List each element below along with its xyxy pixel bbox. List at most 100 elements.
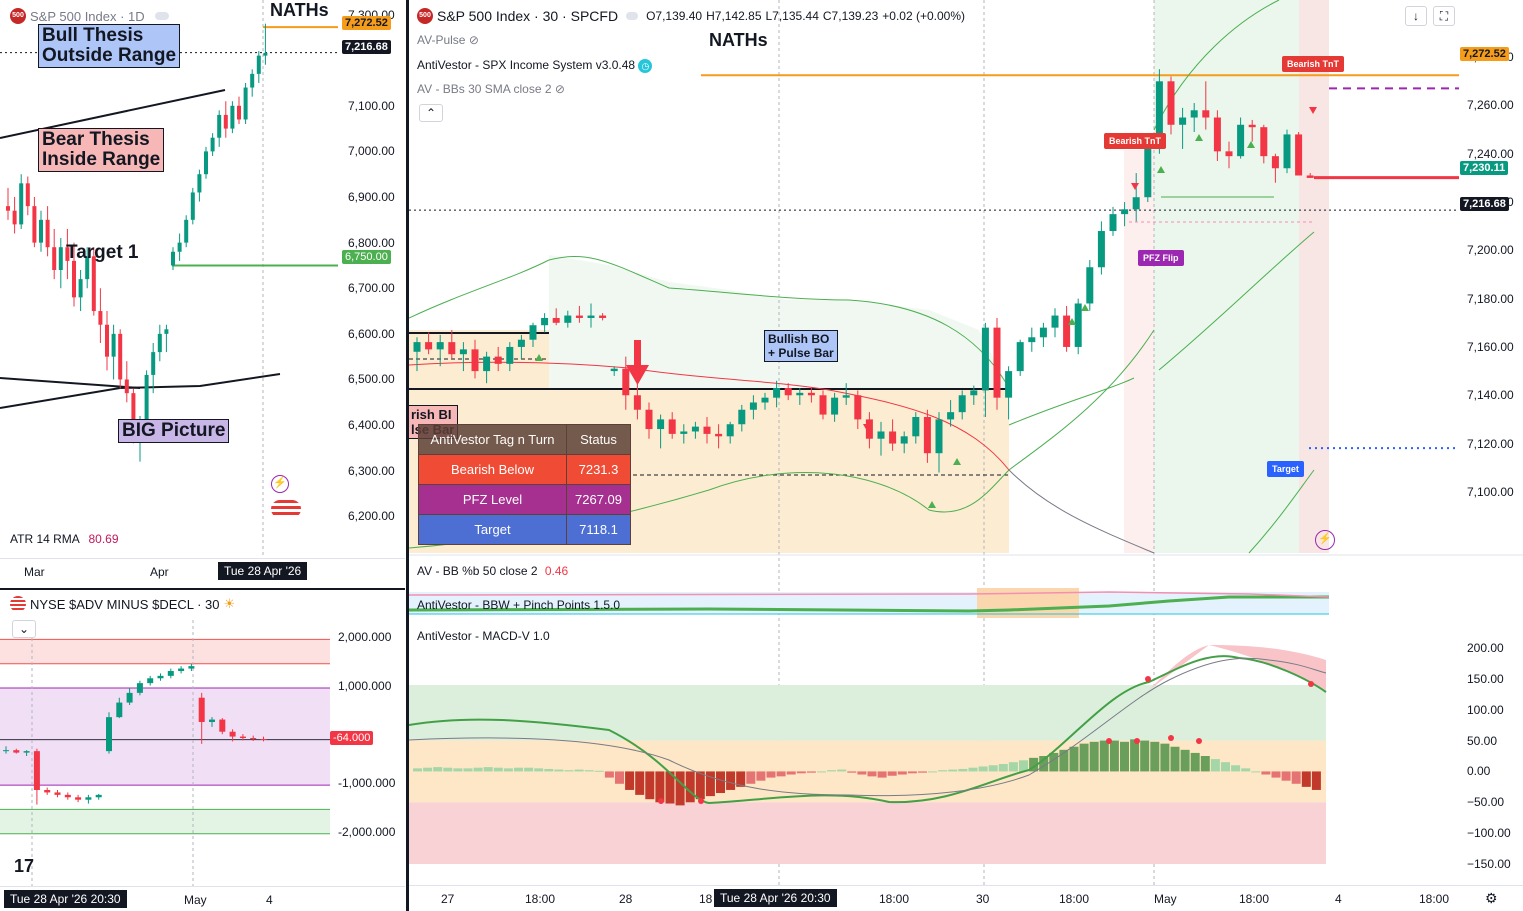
breadth-tick: 1,000.000: [338, 679, 392, 693]
left-chart-title: S&P 500 Index · 1D: [30, 8, 145, 24]
main-last-price-label: 7,216.68: [1460, 197, 1509, 211]
collapse-indicators-button[interactable]: ⌃: [419, 104, 443, 122]
indicator-macd[interactable]: AntiVestor - MACD-V 1.0: [417, 629, 550, 643]
bbw-label: AntiVestor - BBW + Pinch Points 1.5.0: [417, 598, 621, 612]
breadth-candle: [75, 797, 82, 800]
macd-bar: [1200, 756, 1210, 772]
macd-bull-zone: [409, 685, 1326, 741]
daily-candle: [230, 105, 235, 129]
breadth-candle: [44, 790, 51, 793]
vertical-divider[interactable]: [406, 0, 409, 911]
main-candle: [807, 392, 815, 396]
main-time-axis[interactable]: 27 18:00 28 18 18:00 30 18:00 May 18:00 4 18:00 Tue…: [409, 885, 1523, 911]
breadth-chart-header[interactable]: NYSE $ADV MINUS $DECL · 30 ☀: [10, 596, 235, 612]
indicator-spx-income[interactable]: AntiVestor - SPX Income System v3.0.48 ◷: [417, 58, 653, 73]
daily-candle: [210, 137, 215, 152]
main-candle: [610, 368, 618, 372]
trendline-upper: [0, 89, 226, 139]
daily-candle: [19, 183, 24, 225]
main-candle: [622, 368, 630, 396]
left-time-axis[interactable]: Mar Apr Tue 28 Apr '26: [0, 558, 405, 583]
bb-percent-label: AV - BB %b 50 close 2: [417, 564, 538, 578]
bb-mid-3: [1158, 231, 1315, 371]
breadth-time-axis[interactable]: Tue 28 Apr '26 20:30 May 4: [0, 886, 405, 911]
atr-indicator[interactable]: ATR 14 RMA 80.69: [10, 532, 119, 546]
breadth-candle: [157, 675, 164, 679]
macd-bar: [1261, 771, 1271, 775]
main-candle: [587, 315, 595, 318]
fullscreen-button[interactable]: ⛶: [1433, 6, 1455, 26]
left-naths-price-label: 7,272.52: [342, 16, 391, 30]
indicator-bbw[interactable]: AntiVestor - BBW + Pinch Points 1.5.0: [417, 598, 620, 612]
main-candle: [923, 416, 931, 454]
breadth-time-cursor: Tue 28 Apr '26 20:30: [4, 890, 127, 908]
daily-candle: [197, 174, 202, 193]
bb-lower-2: [1248, 469, 1315, 554]
oversold-zone: [0, 809, 330, 834]
ohlc-close: C7,139.23: [822, 9, 879, 23]
macd-bar: [1069, 746, 1079, 772]
hidden-eye-icon[interactable]: ⊘: [468, 33, 479, 47]
macd-bar: [1180, 749, 1190, 772]
indicator-av-pulse[interactable]: AV-Pulse ⊘: [417, 33, 479, 47]
hidden-eye-icon-2[interactable]: ⊘: [554, 82, 565, 96]
macd-bar: [1210, 759, 1220, 772]
left-time-mar: Mar: [24, 565, 45, 579]
macd-bar: [413, 768, 422, 772]
macd-high-fill: [1149, 645, 1326, 690]
main-price-tick: 7,140.00: [1467, 388, 1514, 403]
table-row-target-name: Target: [418, 514, 567, 545]
main-price-chart[interactable]: [409, 0, 1523, 911]
signal-marker: [1131, 183, 1139, 190]
eye-icon[interactable]: [154, 12, 169, 20]
macd-tick: 0.00: [1467, 764, 1491, 779]
atr-value: 80.69: [88, 532, 119, 546]
indicator-bbs[interactable]: AV - BBs 30 SMA close 2 ⊘: [417, 82, 565, 96]
breadth-candle: [136, 683, 143, 693]
lightning-main-icon[interactable]: ⚡: [1315, 530, 1335, 550]
daily-candle: [217, 114, 222, 138]
macd-bar: [1039, 756, 1049, 772]
us-flag-icon[interactable]: [271, 500, 301, 518]
macd-bar: [453, 768, 463, 772]
table-row-bearish-name: Bearish Below: [418, 454, 567, 485]
left-price-tick: 6,500.00: [348, 372, 395, 387]
macd-bar: [604, 771, 614, 778]
main-chart-header[interactable]: 500 S&P 500 Index · 30 · SPCFD O7,139.40…: [417, 8, 965, 24]
breadth-axis[interactable]: 2,000.000 1,000.000 -1,000.000 -2,000.000 -…: [330, 588, 406, 888]
main-price-tick: 7,240.00: [1467, 146, 1514, 161]
left-price-chart[interactable]: [0, 0, 405, 583]
macd-bar: [998, 764, 1008, 772]
main-candle: [1051, 315, 1059, 328]
main-candle: [494, 356, 502, 364]
macd-bar: [1281, 771, 1291, 781]
table-row-bearish-value: 7231.3: [566, 454, 631, 485]
left-chart-header[interactable]: 500 S&P 500 Index · 1D: [10, 8, 169, 24]
main-candle: [970, 390, 978, 396]
sp500-logo-icon: 500: [10, 8, 26, 24]
settings-gear-icon[interactable]: ⚙: [1485, 890, 1498, 906]
indicator-bb-percent[interactable]: AV - BB %b 50 close 2 0.46: [417, 564, 568, 578]
main-candle: [784, 388, 792, 396]
macd-bar: [1008, 762, 1018, 772]
main-time-cursor: Tue 28 Apr '26 20:30: [714, 889, 837, 907]
macd-bar: [645, 771, 655, 800]
macd-tick: 100.00: [1467, 702, 1504, 717]
breadth-time-4: 4: [266, 893, 273, 907]
table-row-pfz-name: PFZ Level: [418, 484, 567, 515]
download-button[interactable]: ↓: [1405, 6, 1427, 26]
table-row-pfz-value: 7267.09: [566, 484, 631, 515]
collapse-button[interactable]: ⌄: [12, 620, 36, 638]
main-candle: [796, 392, 804, 396]
lightning-icon[interactable]: ⚡: [271, 475, 289, 493]
breadth-chart[interactable]: [0, 590, 405, 911]
breadth-candle: [167, 671, 174, 676]
left-price-tick: 6,700.00: [348, 281, 395, 296]
macd-dot: [1308, 681, 1314, 687]
ohlc-low: L7,135.44: [765, 9, 819, 23]
left-price-tick: 6,800.00: [348, 235, 395, 250]
macd-bar: [463, 768, 473, 772]
main-candle: [448, 342, 456, 355]
left-price-axis[interactable]: 7,300.00 7,100.00 7,000.00 6,900.00 6,800.00…: [338, 0, 406, 583]
main-candle: [541, 317, 549, 326]
